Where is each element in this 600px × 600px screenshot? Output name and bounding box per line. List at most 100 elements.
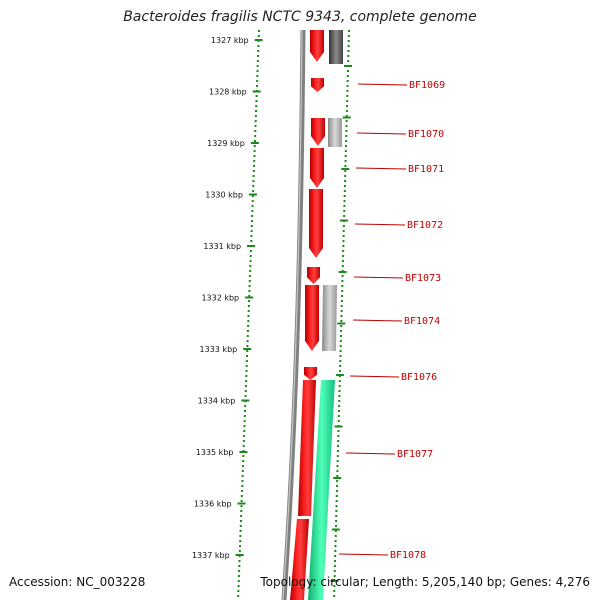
gene-leader-lines	[338, 83, 408, 556]
ruler-dot	[345, 140, 348, 142]
ruler-tick-mark	[245, 296, 254, 299]
ruler-dot	[241, 475, 244, 477]
cds-arrow[interactable]	[311, 118, 325, 146]
ruler-dot	[254, 130, 257, 132]
ruler-dot	[346, 75, 349, 77]
ruler-dot	[242, 460, 245, 462]
ruler-dot	[245, 365, 248, 367]
ruler-dot	[346, 105, 349, 107]
dark-feature-block[interactable]	[329, 30, 343, 64]
gene-label-bf1076[interactable]: BF1076	[401, 372, 437, 383]
ruler-dot	[340, 325, 343, 327]
gene-label-bf1072[interactable]: BF1072	[407, 220, 443, 231]
ruler-dot	[336, 475, 339, 477]
cds-arrow[interactable]	[309, 189, 323, 258]
gene-label-bf1069[interactable]: BF1069	[409, 80, 445, 91]
gene-leader-line	[357, 83, 408, 86]
map-title: Bacteroides fragilis NCTC 9343, complete…	[123, 9, 477, 25]
ruler-dot	[246, 350, 249, 352]
ruler-dot	[334, 535, 337, 537]
ruler-dot	[341, 295, 344, 297]
cds-arrow[interactable]	[311, 78, 324, 92]
grey-feature-block[interactable]	[322, 285, 337, 351]
ruler-dot	[243, 425, 246, 427]
cds-arrow[interactable]	[304, 367, 317, 380]
ruler-dot	[239, 540, 242, 542]
grey-feature-block[interactable]	[328, 118, 342, 147]
ruler-dot	[240, 505, 243, 507]
cds-arrow[interactable]	[290, 519, 309, 600]
gene-label-bf1074[interactable]: BF1074	[404, 316, 440, 327]
ruler-dot	[342, 230, 345, 232]
ruler-dot	[339, 365, 342, 367]
ruler-dot	[242, 445, 245, 447]
feature-track[interactable]	[290, 30, 343, 600]
gene-label-bf1071[interactable]: BF1071	[408, 164, 444, 175]
ruler-dot	[242, 440, 245, 442]
ruler-tick-label: 1336 kbp	[194, 500, 232, 509]
ruler-dot	[338, 405, 341, 407]
ruler-dot	[247, 325, 250, 327]
ruler-dot	[344, 155, 347, 157]
ruler-dot	[253, 160, 256, 162]
cds-arrow[interactable]	[305, 285, 319, 351]
ruler-dot	[237, 585, 240, 587]
ruler-dot	[254, 135, 257, 137]
ruler-tick-label: 1335 kbp	[196, 448, 234, 457]
ruler-tick-label: 1337 kbp	[192, 551, 230, 560]
ruler-dot	[240, 510, 243, 512]
ruler-dot	[341, 285, 344, 287]
ruler-dot	[245, 375, 248, 377]
ruler-dot	[338, 385, 341, 387]
ruler-dot	[341, 290, 344, 292]
ruler-dot	[342, 235, 345, 237]
ruler-tick-mark	[252, 90, 261, 93]
ruler-dot	[256, 70, 259, 72]
ruler-dot	[245, 370, 248, 372]
ruler-dot	[255, 110, 258, 112]
ruler-dot	[252, 185, 255, 187]
cds-arrow[interactable]	[310, 30, 324, 62]
ruler-dot	[335, 515, 338, 517]
ruler-dot	[347, 50, 350, 52]
ruler-minor-tick	[334, 425, 343, 428]
genome-backbone-highlight	[282, 29, 303, 600]
ruler-tick-mark	[248, 193, 257, 196]
ruler-dot	[340, 320, 343, 322]
ruler-dot	[340, 315, 343, 317]
ruler-dotted-line-right	[333, 30, 350, 597]
ruler-dot	[345, 130, 348, 132]
ruler-dot	[239, 530, 242, 532]
ruler-dot	[251, 220, 253, 222]
ruler-dot	[256, 80, 259, 82]
green-feature-block[interactable]	[308, 380, 335, 600]
gene-label-bf1073[interactable]: BF1073	[405, 273, 441, 284]
ruler-dot	[335, 520, 338, 522]
gene-leader-line	[356, 132, 407, 135]
ruler-dot	[239, 535, 242, 537]
cds-arrow[interactable]	[310, 148, 324, 188]
ruler-dot	[243, 430, 246, 432]
ruler-dot	[344, 170, 347, 172]
cds-arrow[interactable]	[298, 380, 316, 516]
ruler-dot	[342, 250, 345, 252]
ruler-dot	[333, 565, 336, 567]
ruler-dot	[241, 470, 244, 472]
ruler-dot	[249, 250, 252, 252]
ruler-dot	[335, 505, 338, 507]
ruler-dot	[336, 480, 339, 482]
gene-label-bf1078[interactable]: BF1078	[390, 550, 426, 561]
ruler-dot	[333, 575, 336, 577]
ruler-dot	[341, 275, 344, 277]
gene-labels[interactable]: BF1069 BF1070 BF1071 BF1072 BF1073 BF1074 BF10…	[390, 80, 445, 561]
gene-label-bf1077[interactable]: BF1077	[397, 449, 433, 460]
ruler-dot	[343, 215, 346, 217]
ruler-dot	[336, 465, 339, 467]
ruler-dot	[253, 150, 256, 152]
cds-arrow[interactable]	[307, 267, 320, 284]
ruler-dot	[344, 180, 347, 182]
ruler-dot	[337, 445, 340, 447]
gene-label-bf1070[interactable]: BF1070	[408, 129, 444, 140]
ruler-dot	[347, 60, 350, 62]
